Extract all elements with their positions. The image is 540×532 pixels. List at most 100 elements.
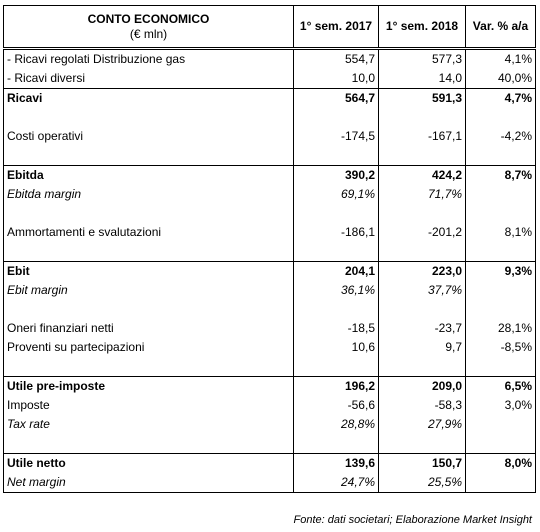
- value-cell: 8,7%: [465, 165, 536, 185]
- empty-cell: [378, 204, 466, 223]
- value-cell: -201,2: [378, 223, 466, 242]
- value-cell: 196,2: [293, 376, 379, 396]
- value-cell: 28,8%: [293, 415, 379, 434]
- value-cell: [465, 281, 536, 300]
- data-row: Utile netto 139,6 150,7 8,0%: [3, 453, 536, 473]
- empty-cell: [465, 434, 536, 454]
- value-cell: 223,0: [378, 261, 466, 281]
- value-cell: 36,1%: [293, 281, 379, 300]
- empty-cell: [293, 357, 379, 377]
- data-row: Ebitda margin 69,1% 71,7%: [3, 185, 536, 204]
- value-cell: [465, 415, 536, 434]
- data-row: Imposte -56,6 -58,3 3,0%: [3, 396, 536, 415]
- data-row: Oneri finanziari netti -18,5 -23,7 28,1%: [3, 319, 536, 338]
- data-row: Net margin 24,7% 25,5%: [3, 473, 536, 493]
- empty-cell: [293, 242, 379, 262]
- empty-cell: [378, 108, 466, 127]
- empty-cell: [3, 108, 294, 127]
- data-row: Ricavi 564,7 591,3 4,7%: [3, 88, 536, 108]
- value-cell: [465, 473, 536, 493]
- value-cell: 40,0%: [465, 69, 536, 89]
- empty-cell: [293, 204, 379, 223]
- empty-cell: [3, 146, 294, 166]
- empty-cell: [465, 300, 536, 319]
- unit: (€ mln): [129, 26, 168, 41]
- empty-cell: [3, 204, 294, 223]
- row-label: Oneri finanziari netti: [3, 319, 294, 338]
- value-cell: -4,2%: [465, 127, 536, 146]
- empty-cell: [378, 300, 466, 319]
- value-cell: 25,5%: [378, 473, 466, 493]
- source-note: Fonte: dati societari; Elaborazione Mark…: [293, 514, 532, 526]
- row-label: Net margin: [3, 473, 294, 493]
- column-header: 1° sem. 2018: [378, 5, 466, 50]
- value-cell: -174,5: [293, 127, 379, 146]
- row-label: - Ricavi regolati Distribuzione gas: [3, 48, 294, 69]
- row-label: Ebitda: [3, 165, 294, 185]
- column-header: Var. % a/a: [465, 5, 536, 50]
- empty-cell: [293, 108, 379, 127]
- value-cell: 10,0: [293, 69, 379, 89]
- row-label: Tax rate: [3, 415, 294, 434]
- value-cell: 564,7: [293, 88, 379, 108]
- data-row: Utile pre-imposte 196,2 209,0 6,5%: [3, 376, 536, 396]
- value-cell: 14,0: [378, 69, 466, 89]
- value-cell: 591,3: [378, 88, 466, 108]
- value-cell: 390,2: [293, 165, 379, 185]
- row-label: Proventi su partecipazioni: [3, 338, 294, 357]
- value-cell: 150,7: [378, 453, 466, 473]
- spacer-row: [3, 204, 536, 223]
- empty-cell: [378, 357, 466, 377]
- spacer-row: [3, 146, 536, 166]
- value-cell: 554,7: [293, 48, 379, 69]
- table-body: - Ricavi regolati Distribuzione gas 554,7…: [3, 48, 536, 493]
- row-label: Ebit: [3, 261, 294, 281]
- value-cell: -18,5: [293, 319, 379, 338]
- value-cell: 8,1%: [465, 223, 536, 242]
- spacer-row: [3, 434, 536, 454]
- value-cell: 6,5%: [465, 376, 536, 396]
- empty-cell: [465, 357, 536, 377]
- row-label: Ebit margin: [3, 281, 294, 300]
- row-label: Costi operativi: [3, 127, 294, 146]
- value-cell: 37,7%: [378, 281, 466, 300]
- value-cell: -186,1: [293, 223, 379, 242]
- data-row: Ebit margin 36,1% 37,7%: [3, 281, 536, 300]
- income-table: CONTO ECONOMICO (€ mln) 1° sem. 2017 1° s…: [3, 5, 536, 493]
- value-cell: 71,7%: [378, 185, 466, 204]
- data-row: - Ricavi diversi 10,0 14,0 40,0%: [3, 69, 536, 89]
- empty-cell: [465, 108, 536, 127]
- value-cell: 9,3%: [465, 261, 536, 281]
- value-cell: 577,3: [378, 48, 466, 69]
- value-cell: 209,0: [378, 376, 466, 396]
- empty-cell: [3, 300, 294, 319]
- value-cell: [465, 185, 536, 204]
- value-cell: -167,1: [378, 127, 466, 146]
- empty-cell: [378, 146, 466, 166]
- empty-cell: [3, 242, 294, 262]
- value-cell: 139,6: [293, 453, 379, 473]
- data-row: Tax rate 28,8% 27,9%: [3, 415, 536, 434]
- value-cell: -23,7: [378, 319, 466, 338]
- data-row: Ebit 204,1 223,0 9,3%: [3, 261, 536, 281]
- data-row: Ammortamenti e svalutazioni -186,1 -201,2 8…: [3, 223, 536, 242]
- value-cell: 424,2: [378, 165, 466, 185]
- empty-cell: [293, 434, 379, 454]
- row-label: Utile pre-imposte: [3, 376, 294, 396]
- value-cell: 3,0%: [465, 396, 536, 415]
- value-cell: 9,7: [378, 338, 466, 357]
- data-row: Ebitda 390,2 424,2 8,7%: [3, 165, 536, 185]
- column-header: 1° sem. 2017: [293, 5, 379, 50]
- row-label: Imposte: [3, 396, 294, 415]
- empty-cell: [378, 434, 466, 454]
- value-cell: 24,7%: [293, 473, 379, 493]
- empty-cell: [293, 146, 379, 166]
- value-cell: 10,6: [293, 338, 379, 357]
- data-row: Proventi su partecipazioni 10,6 9,7 -8,5%: [3, 338, 536, 357]
- empty-cell: [3, 434, 294, 454]
- row-label: - Ricavi diversi: [3, 69, 294, 89]
- spacer-row: [3, 108, 536, 127]
- empty-cell: [3, 357, 294, 377]
- value-cell: 204,1: [293, 261, 379, 281]
